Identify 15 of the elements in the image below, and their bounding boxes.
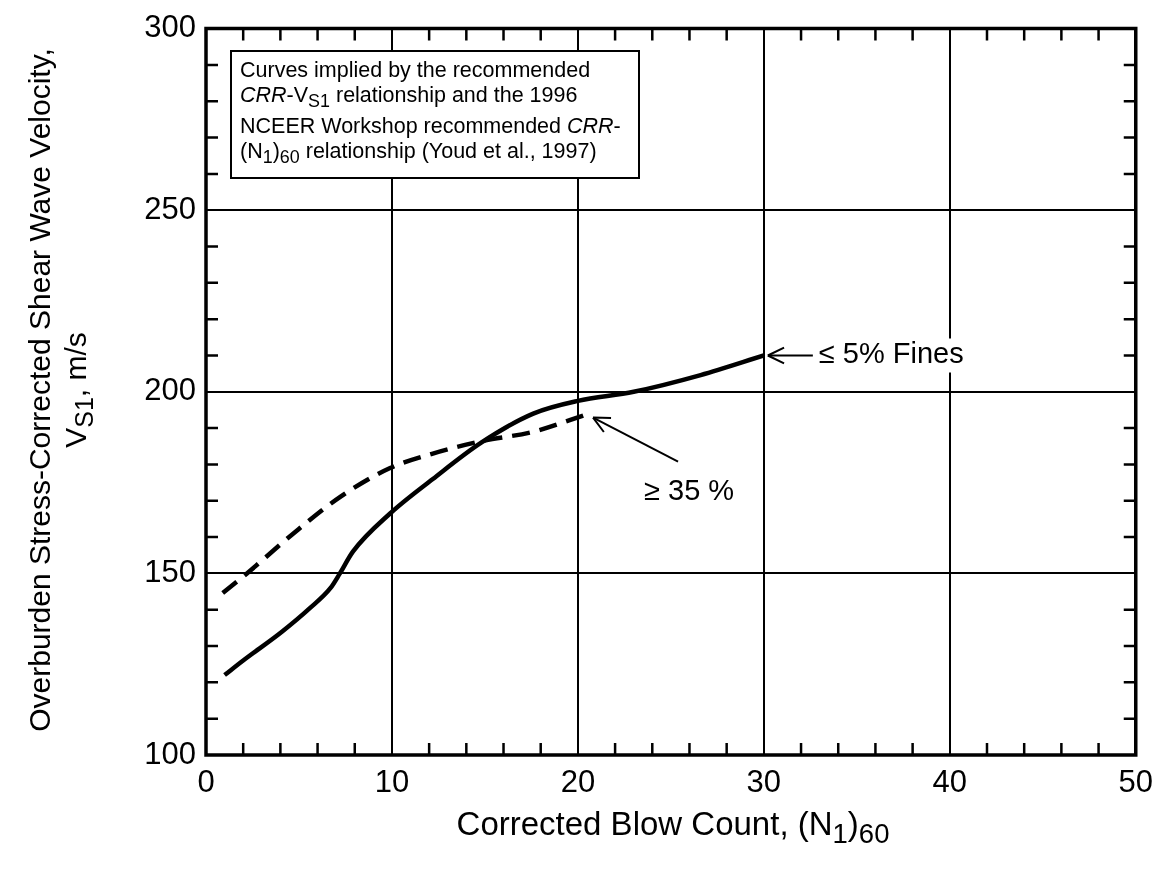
x-axis-title: Corrected Blow Count, (N$_{1}$)$_{60}$ [455,805,891,850]
y-tick-label: 100 [144,735,196,771]
annotation: ≤ 5% Fines [818,337,964,370]
x-tick-label: 20 [560,764,596,800]
x-tick-label: 40 [932,764,968,800]
annotation: ≥ 35 % [644,473,735,506]
x-tick-label: 50 [1118,764,1153,800]
x-tick-label: 30 [746,764,782,800]
y-tick-label: 150 [144,553,196,589]
y-tick-label: 250 [144,190,196,226]
text: Curves implied by the recommended CRR-V$_{S1}$ relationship and the 1996 NCEER Workshop recommended CRR-(N$_{1}$)$_{60}$ relationship (Youd et al., 1997) [240,58,621,168]
x-tick-label: 10 [374,764,410,800]
x-tick-label: 0 [197,764,215,800]
y-tick-label: 200 [144,372,196,408]
y-tick-label: 300 [144,9,196,45]
